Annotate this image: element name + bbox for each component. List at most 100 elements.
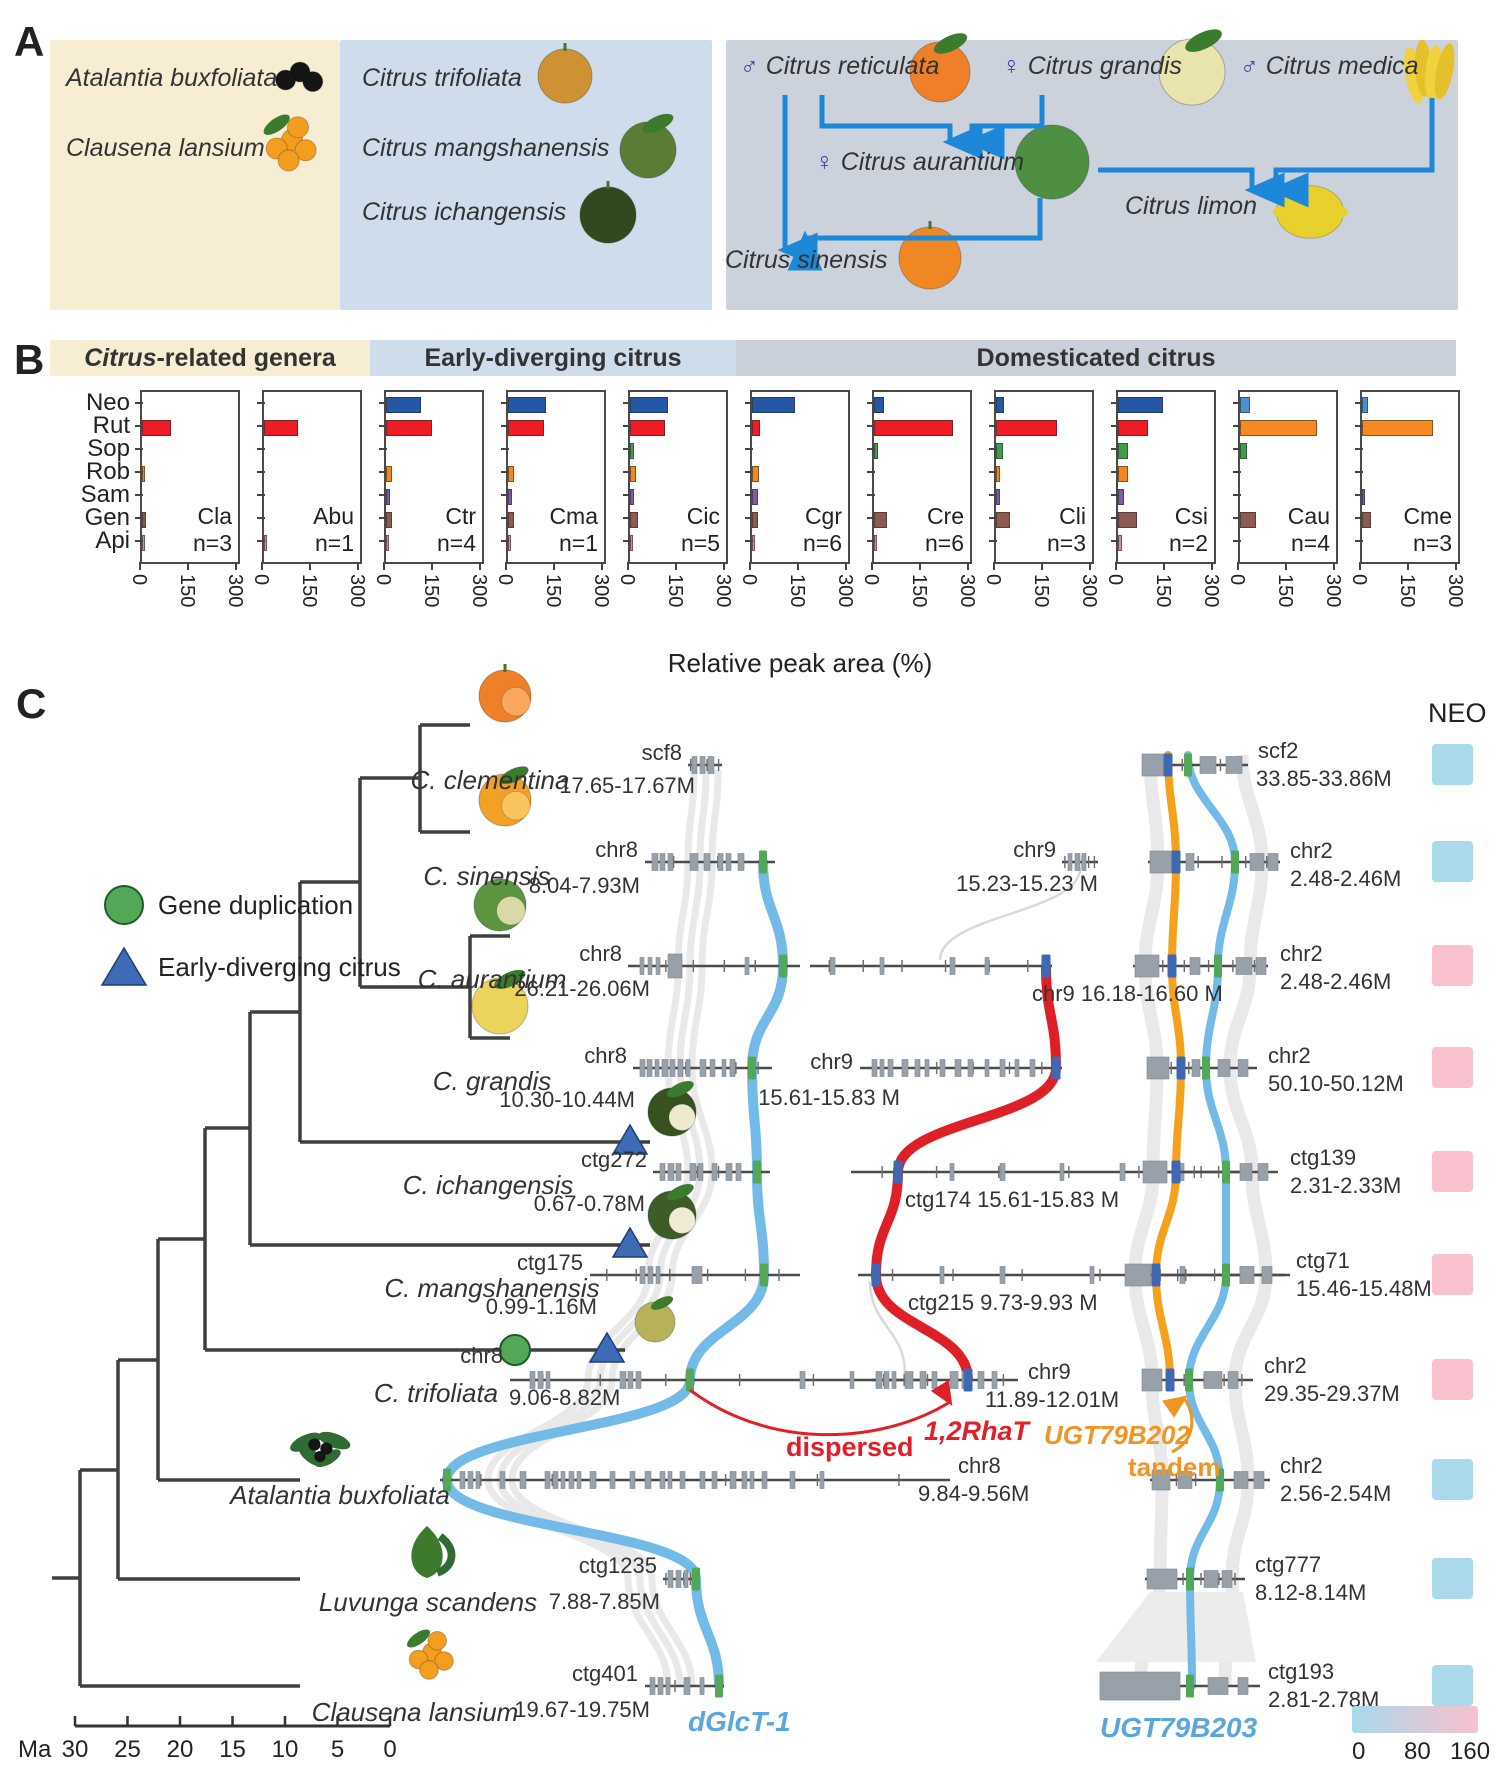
species-name: Citrus grandis xyxy=(1027,52,1182,80)
left-chr8-exon-box xyxy=(644,1471,652,1489)
mid-chr9-trifoliata-exon-box xyxy=(883,1371,890,1389)
bar-cic-rut xyxy=(630,420,666,436)
y-tick xyxy=(867,425,875,427)
species-citrus-trifoliata: Citrus trifoliata xyxy=(362,64,522,93)
mid-chrom-label-5: ctg215 9.73-9.93 M xyxy=(908,1290,1098,1315)
y-tick xyxy=(135,425,143,427)
x-tick-label: 150 xyxy=(298,574,320,608)
time-axis-tick-label-20: 20 xyxy=(166,1736,194,1763)
chart-cma: Cma n=1 xyxy=(506,390,606,564)
x-tick-label: 0 xyxy=(250,574,272,586)
chart-name-cme: Cme xyxy=(1403,503,1452,529)
right-chrom-name-0: scf2 xyxy=(1258,738,1299,763)
y-tick xyxy=(1233,517,1241,519)
x-tick-label: 300 xyxy=(1200,574,1222,608)
right-ctg71-5-exon-box xyxy=(1261,1266,1273,1284)
y-tick xyxy=(501,471,509,473)
right-ctg193-9-green-gene-mark xyxy=(1186,1674,1194,1698)
right-chrom-name-8: ctg777 xyxy=(1255,1552,1322,1577)
y-tick xyxy=(1233,448,1241,450)
chart-abu: Abu n=1 xyxy=(262,390,362,564)
left-chr8-exon-box xyxy=(667,853,674,871)
time-axis-unit: Ma xyxy=(18,1736,52,1763)
x-tick-label: 0 xyxy=(1226,574,1248,586)
species-name: Citrus medica xyxy=(1265,52,1419,80)
species-name: Citrus sinensis xyxy=(725,246,888,274)
y-tick xyxy=(867,448,875,450)
left-chrom-name-3: chr8 xyxy=(584,1043,627,1068)
right-ctg71-5-exon-box xyxy=(1124,1263,1152,1287)
ugt79b203-gene-label: UGT79B203 xyxy=(1100,1712,1258,1743)
left-chrom-range-1: 8.04-7.93M xyxy=(528,873,640,898)
species-name: Clausena lansium xyxy=(66,134,265,162)
left-chr8-exon-box xyxy=(721,1059,727,1077)
gene-duplication-circle-icon xyxy=(499,1334,531,1366)
left-chr8-exon-box xyxy=(568,1471,575,1489)
species-atalantia-buxfoliata: Atalantia buxfoliata xyxy=(66,64,277,93)
tree-species-label-5: C. mangshanensis xyxy=(384,1273,600,1303)
x-tick xyxy=(675,562,677,570)
left-chrom-range-9: 19.67-19.75M xyxy=(514,1697,650,1722)
chart-name-ctr: Ctr xyxy=(445,503,476,529)
left-ctg175-green-gene-mark xyxy=(760,1263,768,1287)
left-chr8-exon-box xyxy=(703,853,711,871)
left-chr8-exon-box xyxy=(639,957,645,975)
gender-symbol: ♂ xyxy=(1240,52,1266,80)
colorbar-tick-80: 80 xyxy=(1404,1738,1431,1765)
bar-csi-rob xyxy=(1118,466,1128,482)
y-tick xyxy=(379,448,387,450)
mid-ctg215-mangshanensis-exon-box xyxy=(999,1266,1006,1284)
left-chr8-green-gene-mark xyxy=(443,1468,451,1492)
mid-chr9-grandis-blue-gene-mark xyxy=(1051,1056,1061,1080)
mid-chrom-label-2: chr9 16.18-16.60 M xyxy=(1032,981,1223,1006)
y-tick xyxy=(623,425,631,427)
y-tick xyxy=(745,448,753,450)
x-tick xyxy=(1455,562,1457,570)
right-chr2-3-exon-box xyxy=(1237,1059,1249,1077)
bar-cau-gen xyxy=(1240,512,1256,528)
y-tick xyxy=(379,517,387,519)
panel-a-domesticated-box xyxy=(726,40,1458,310)
left-chr8-exon-box xyxy=(544,1471,551,1489)
left-chr8-exon-box xyxy=(741,1471,748,1489)
left-ctg175-exon-box xyxy=(655,1266,661,1284)
y-tick xyxy=(135,448,143,450)
x-tick-label: 0 xyxy=(494,574,516,586)
gray-thin-mid-1 xyxy=(938,867,1082,961)
gender-symbol: ♀ xyxy=(1002,52,1028,80)
right-chr2-6-exon-box xyxy=(1141,1368,1163,1392)
x-tick-label: 0 xyxy=(1104,574,1126,586)
legend-early-diverging-label: Early-diverging citrus xyxy=(158,952,401,982)
x-tick-label: 300 xyxy=(224,574,246,608)
right-scf2-0-exon-box xyxy=(1141,753,1167,777)
mid-chr9-grandis-exon-box xyxy=(984,1059,990,1077)
c-aurantium-to-sinensis-arrow xyxy=(787,198,1043,271)
y-tick xyxy=(1111,471,1119,473)
x-tick-label: 150 xyxy=(1030,574,1052,608)
right-ctg777-8-green-gene-mark xyxy=(1186,1567,1194,1591)
right-chrom-name-5: ctg71 xyxy=(1296,1248,1350,1273)
mid-chr9-grandis-exon-box xyxy=(901,1059,909,1077)
x-tick-label: 0 xyxy=(372,574,394,586)
chart-n-cau: n=4 xyxy=(1290,530,1330,556)
right-chr2-1-exon-box xyxy=(1249,853,1265,871)
panel-a-label: A xyxy=(14,18,45,65)
y-tick xyxy=(1233,425,1241,427)
fruit-grandis-icon xyxy=(471,969,529,1035)
gender-symbol: ♂ xyxy=(740,52,766,80)
bar-ctr-rob xyxy=(386,466,392,482)
left-scf8-exon-box xyxy=(699,756,706,774)
bar-cic-neo xyxy=(630,397,668,413)
x-tick-label: 150 xyxy=(420,574,442,608)
x-tick xyxy=(749,562,751,570)
x-tick xyxy=(505,562,507,570)
y-tick xyxy=(623,494,631,496)
x-tick xyxy=(871,562,873,570)
x-tick-label: 0 xyxy=(738,574,760,586)
panel-b-label: B xyxy=(14,336,45,383)
chart-cla: Cla n=3 xyxy=(140,390,240,564)
left-chr8-exon-box xyxy=(552,1471,559,1489)
species-citrus-ichangensis: Citrus ichangensis xyxy=(362,198,566,227)
band-domesticated-citrus: Domesticated citrus xyxy=(736,340,1456,376)
